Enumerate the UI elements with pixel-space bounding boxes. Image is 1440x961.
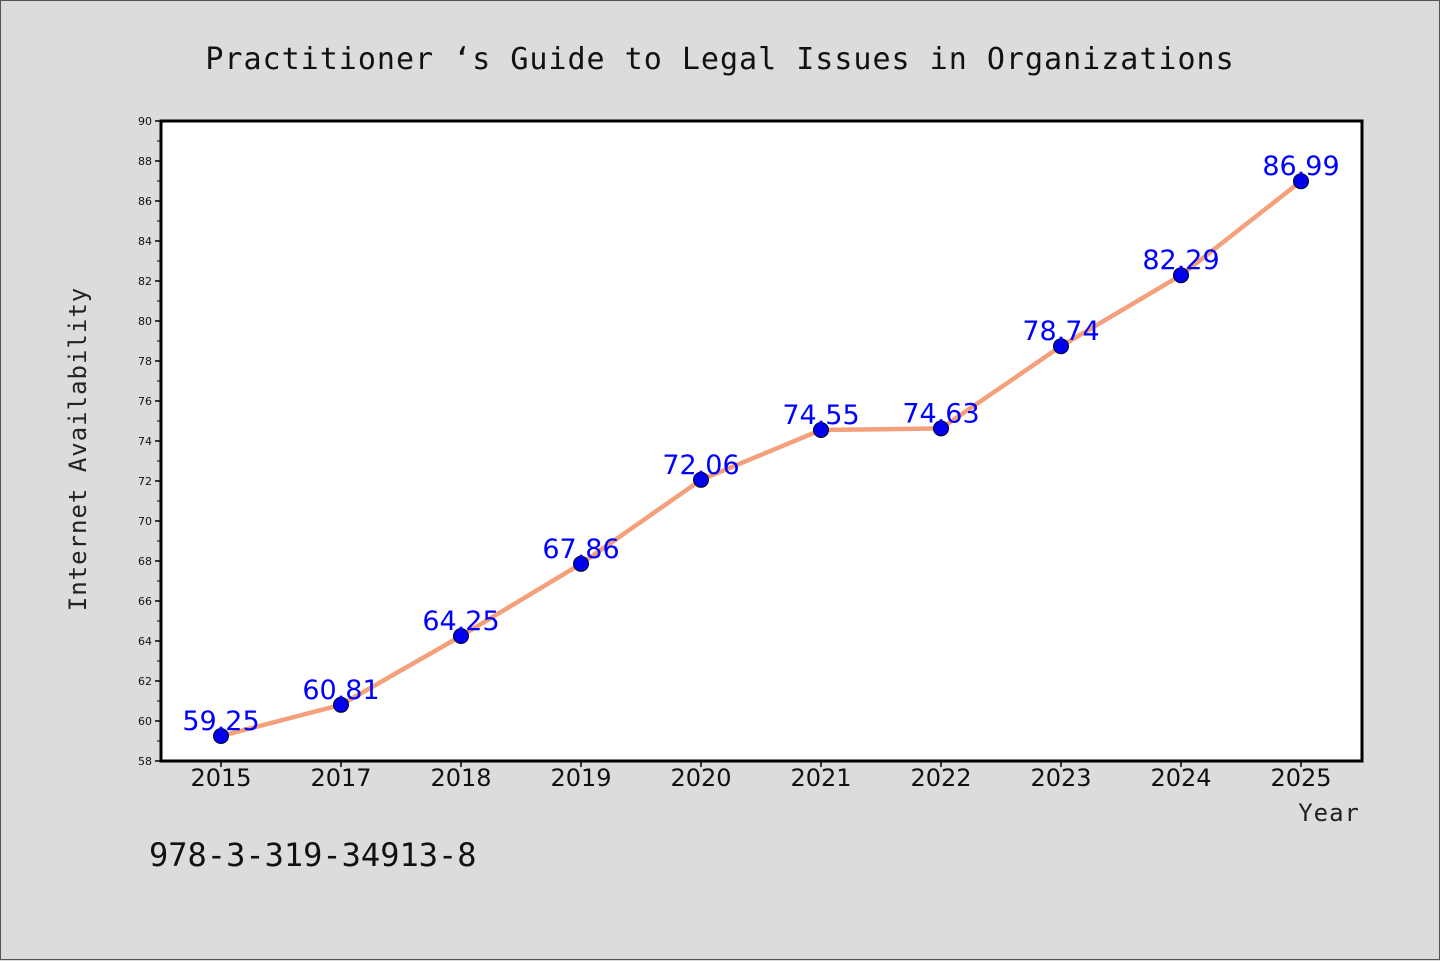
data-label: 78.74	[1022, 316, 1099, 347]
data-point	[693, 471, 709, 488]
y-tick-label: 82	[138, 275, 152, 288]
y-tick-label: 60	[138, 715, 152, 728]
x-axis: 2015 2017 2018 2019 2020 2021 2022 2023 2024 2025	[190, 761, 1332, 792]
isbn-text: 978-3-319-34913-8	[149, 836, 477, 874]
y-tick-label: 58	[138, 755, 152, 768]
x-tick-label: 2022	[910, 764, 971, 792]
data-point	[1293, 173, 1309, 190]
y-tick-label: 84	[138, 235, 152, 248]
y-tick-label: 66	[138, 595, 152, 608]
data-point	[1053, 338, 1069, 355]
chart-title: Practitioner ‘s Guide to Legal Issues in…	[205, 42, 1234, 77]
data-point	[573, 555, 589, 572]
series-polyline	[218, 178, 1304, 739]
y-tick-label: 62	[138, 675, 152, 688]
data-labels: 59.25 60.81 64.25 67.86 72.06 74.55 74.63 78.74…	[182, 151, 1339, 737]
y-tick-label: 80	[138, 315, 152, 328]
x-tick-label: 2018	[430, 764, 491, 792]
series-line	[213, 173, 1309, 744]
x-tick-label: 2021	[790, 764, 851, 792]
x-tick-label: 2025	[1270, 764, 1331, 792]
data-point	[1173, 267, 1189, 284]
x-tick-label: 2017	[310, 764, 371, 792]
y-tick-label: 88	[138, 155, 152, 168]
y-tick-label: 90	[138, 115, 152, 128]
data-label: 60.81	[302, 675, 379, 706]
data-point	[333, 696, 349, 713]
y-axis-label: Internet Availability	[64, 287, 92, 611]
y-tick-label: 72	[138, 475, 152, 488]
y-tick-label: 78	[138, 355, 152, 368]
data-label: 64.25	[422, 606, 499, 637]
data-label: 74.55	[782, 400, 859, 431]
x-tick-label: 2020	[670, 764, 731, 792]
y-tick-label: 76	[138, 395, 152, 408]
data-point	[213, 728, 229, 744]
x-tick-label: 2019	[550, 764, 611, 792]
data-label: 59.25	[182, 706, 259, 737]
data-point	[453, 628, 469, 644]
y-tick-label: 68	[138, 555, 152, 568]
data-point	[933, 420, 949, 437]
y-tick-label: 86	[138, 195, 152, 208]
x-axis-label: Year	[1298, 799, 1360, 827]
data-label: 82.29	[1142, 245, 1219, 276]
y-tick-label: 74	[138, 435, 152, 448]
y-tick-label: 64	[138, 635, 152, 648]
plot-area	[159, 119, 1364, 763]
y-tick-label: 70	[138, 515, 152, 528]
data-label: 74.63	[902, 398, 979, 429]
data-label: 86.99	[1262, 151, 1339, 182]
data-point	[813, 422, 829, 438]
data-label: 67.86	[542, 534, 619, 565]
x-tick-label: 2015	[190, 764, 251, 792]
y-axis: 58 60 62 64 66 68 70 72 74 76 78 80 82 84 86 88 90	[138, 115, 161, 768]
x-tick-label: 2023	[1030, 764, 1091, 792]
data-label: 72.06	[662, 450, 739, 481]
x-tick-label: 2024	[1150, 764, 1211, 792]
